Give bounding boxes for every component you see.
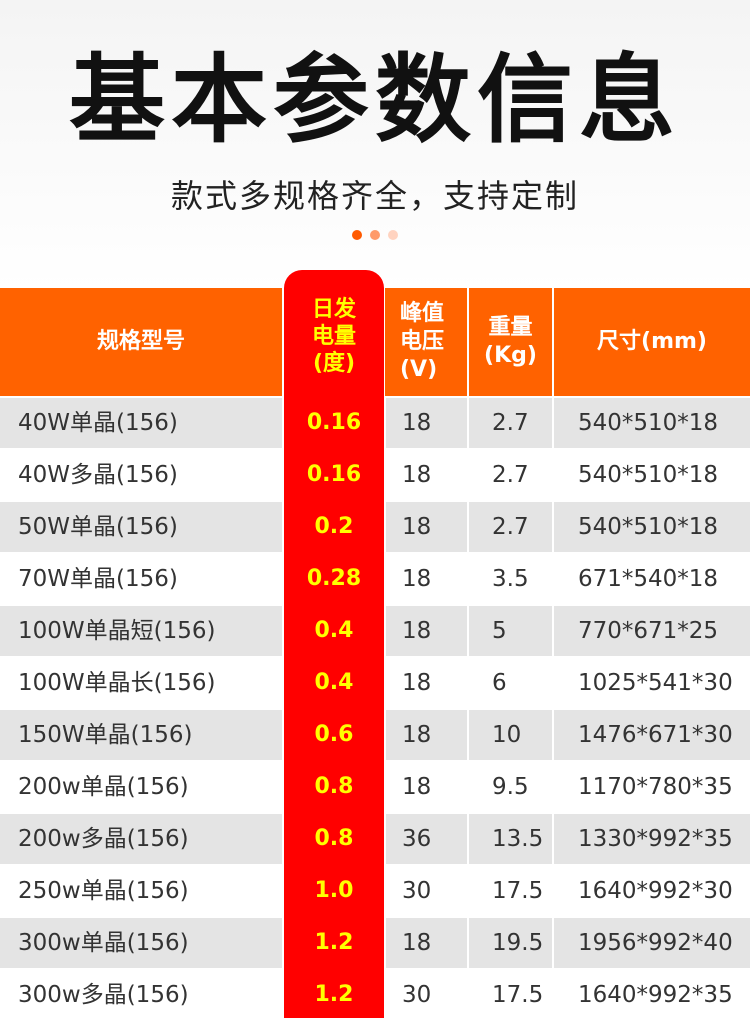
voltage-cell: 18: [386, 398, 467, 448]
table-row: 150W单晶(156) 0.6 18 10 1476*671*30: [0, 710, 750, 762]
daily-output-cell: 0.2: [314, 514, 354, 539]
table-row: 40W多晶(156) 0.16 18 2.7 540*510*18: [0, 450, 750, 502]
daily-output-cell: 0.16: [306, 410, 362, 435]
highlight-column: [284, 270, 384, 1018]
table-row: 300w单晶(156) 1.2 18 19.5 1956*992*40: [0, 918, 750, 970]
table-row: 250w单晶(156) 1.0 30 17.5 1640*992*30: [0, 866, 750, 918]
column-header-line: (度): [312, 351, 356, 376]
model-cell: 100W单晶长(156): [0, 658, 282, 708]
voltage-cell: 18: [386, 502, 467, 552]
spec-table-body: 40W单晶(156) 0.16 18 2.7 540*510*18 40W多晶(156) 0…: [0, 398, 750, 1022]
page-subtitle: 款式多规格齐全，支持定制: [170, 177, 579, 215]
weight-cell: 5: [469, 606, 552, 656]
model-cell: 100W单晶短(156): [0, 606, 282, 656]
table-row: 40W单晶(156) 0.16 18 2.7 540*510*18: [0, 398, 750, 450]
size-cell: 1170*780*35: [554, 762, 750, 812]
column-header-line: 峰值: [400, 301, 445, 326]
size-cell: 1956*992*40: [554, 918, 750, 968]
indicator-dot: [388, 230, 398, 240]
size-cell: 1330*992*35: [554, 814, 750, 864]
table-row: 100W单晶长(156) 0.4 18 6 1025*541*30: [0, 658, 750, 710]
voltage-cell: 18: [386, 762, 467, 812]
column-header-line: (V): [400, 357, 438, 382]
model-cell: 300w多晶(156): [0, 970, 282, 1020]
weight-cell: 9.5: [469, 762, 552, 812]
column-header-line: 电量: [311, 324, 356, 349]
model-cell: 250w单晶(156): [0, 866, 282, 916]
size-cell: 1025*541*30: [554, 658, 750, 708]
model-cell: 200w多晶(156): [0, 814, 282, 864]
table-row: 100W单晶短(156) 0.4 18 5 770*671*25: [0, 606, 750, 658]
size-cell: 1476*671*30: [554, 710, 750, 760]
column-header-line: 重量: [488, 315, 533, 340]
column-header-weight: 重量 (Kg): [469, 288, 552, 396]
column-header-line: 日发: [311, 297, 356, 322]
weight-cell: 2.7: [469, 502, 552, 552]
voltage-cell: 18: [386, 554, 467, 604]
column-header-daily-output: 日发 电量 (度): [284, 296, 384, 377]
voltage-cell: 18: [386, 606, 467, 656]
daily-output-cell: 0.4: [314, 618, 354, 643]
daily-output-cell: 0.6: [314, 722, 354, 747]
table-row: 200w单晶(156) 0.8 18 9.5 1170*780*35: [0, 762, 750, 814]
daily-output-cell: 1.2: [314, 982, 354, 1007]
table-row: 50W单晶(156) 0.2 18 2.7 540*510*18: [0, 502, 750, 554]
daily-output-cell: 1.2: [314, 930, 354, 955]
indicator-dot: [370, 230, 380, 240]
weight-cell: 13.5: [469, 814, 552, 864]
weight-cell: 2.7: [469, 398, 552, 448]
daily-output-cell: 1.0: [314, 878, 354, 903]
size-cell: 770*671*25: [554, 606, 750, 656]
page-indicator: [0, 225, 750, 244]
column-header-size: 尺寸(mm): [554, 288, 750, 396]
voltage-cell: 18: [386, 658, 467, 708]
weight-cell: 17.5: [469, 866, 552, 916]
voltage-cell: 36: [386, 814, 467, 864]
size-cell: 540*510*18: [554, 450, 750, 500]
hero-section: 基本参数信息 款式多规格齐全，支持定制: [0, 0, 750, 290]
voltage-cell: 18: [386, 450, 467, 500]
daily-output-cell: 0.4: [314, 670, 354, 695]
table-row: 300w多晶(156) 1.2 30 17.5 1640*992*35: [0, 970, 750, 1022]
model-cell: 300w单晶(156): [0, 918, 282, 968]
daily-output-cell: 0.16: [306, 462, 362, 487]
size-cell: 671*540*18: [554, 554, 750, 604]
column-header-line: 电压: [400, 329, 445, 354]
model-cell: 50W单晶(156): [0, 502, 282, 552]
model-cell: 70W单晶(156): [0, 554, 282, 604]
size-cell: 540*510*18: [554, 398, 750, 448]
voltage-cell: 30: [386, 866, 467, 916]
model-cell: 150W单晶(156): [0, 710, 282, 760]
weight-cell: 10: [469, 710, 552, 760]
table-row: 70W单晶(156) 0.28 18 3.5 671*540*18: [0, 554, 750, 606]
weight-cell: 19.5: [469, 918, 552, 968]
voltage-cell: 30: [386, 970, 467, 1020]
indicator-dot: [352, 230, 362, 240]
column-header-line: 规格型号: [96, 329, 185, 354]
model-cell: 40W单晶(156): [0, 398, 282, 448]
voltage-cell: 18: [386, 710, 467, 760]
weight-cell: 17.5: [469, 970, 552, 1020]
voltage-cell: 18: [386, 918, 467, 968]
model-cell: 200w单晶(156): [0, 762, 282, 812]
page-title: 基本参数信息: [69, 44, 681, 156]
daily-output-cell: 0.28: [306, 566, 362, 591]
weight-cell: 6: [469, 658, 552, 708]
column-header-line: (Kg): [484, 343, 537, 368]
daily-output-cell: 0.8: [314, 774, 354, 799]
table-row: 200w多晶(156) 0.8 36 13.5 1330*992*35: [0, 814, 750, 866]
daily-output-cell: 0.8: [314, 826, 354, 851]
column-header-voltage: 峰值 电压 (V): [385, 288, 467, 396]
model-cell: 40W多晶(156): [0, 450, 282, 500]
size-cell: 1640*992*35: [554, 970, 750, 1020]
column-header-model: 规格型号: [0, 288, 282, 396]
weight-cell: 3.5: [469, 554, 552, 604]
column-header-line: 尺寸(mm): [597, 329, 707, 354]
weight-cell: 2.7: [469, 450, 552, 500]
size-cell: 540*510*18: [554, 502, 750, 552]
size-cell: 1640*992*30: [554, 866, 750, 916]
